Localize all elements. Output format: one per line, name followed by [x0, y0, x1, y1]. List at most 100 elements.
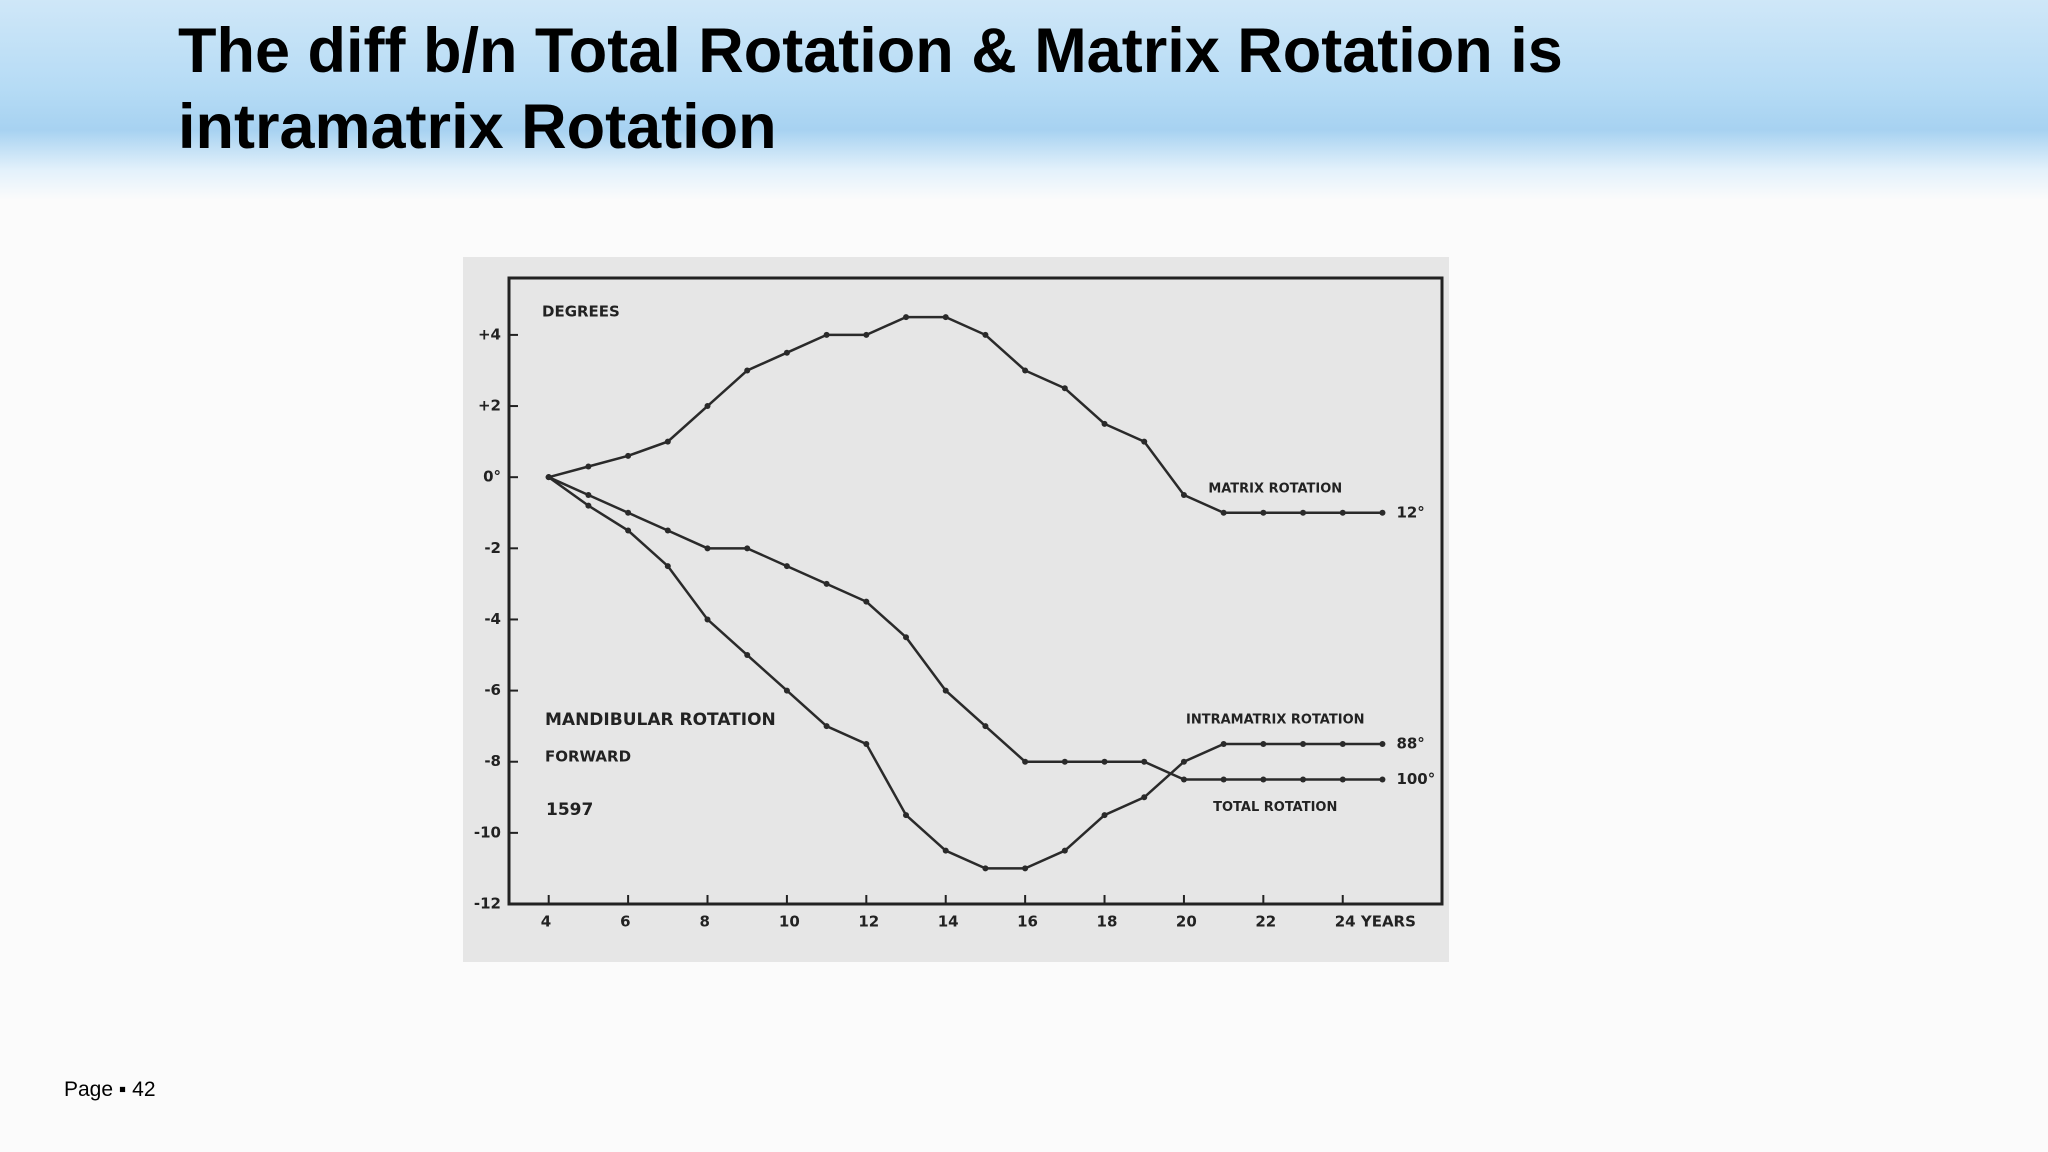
end-label: 100° — [1396, 770, 1435, 788]
point — [1339, 776, 1346, 783]
series-line — [548, 476, 1383, 781]
point — [863, 598, 870, 605]
series-label: MATRIX ROTATION — [1208, 481, 1342, 496]
title-line: intramatrix Rotation — [178, 92, 777, 162]
y-tick-label: -4 — [484, 610, 501, 628]
point — [1101, 812, 1108, 819]
point — [1180, 491, 1187, 498]
point — [664, 563, 671, 570]
page-number: Page ▪ 42 — [64, 1078, 156, 1101]
y-tick-label: 0° — [483, 468, 501, 486]
series-label: TOTAL ROTATION — [1213, 800, 1337, 815]
point — [625, 527, 632, 534]
point — [1300, 509, 1307, 516]
point — [664, 527, 671, 534]
point — [982, 723, 989, 730]
point — [903, 314, 910, 321]
point — [823, 580, 830, 587]
point — [1061, 758, 1068, 765]
point — [942, 314, 949, 321]
point — [744, 652, 751, 659]
annotation: FORWARD — [545, 748, 631, 766]
point — [1260, 740, 1267, 747]
point — [1339, 509, 1346, 516]
point — [863, 740, 870, 747]
x-tick-label: 16 — [1017, 913, 1038, 931]
plot-frame — [507, 276, 1444, 906]
point — [903, 634, 910, 641]
x-tick-label: 6 — [620, 913, 630, 931]
point — [1022, 865, 1029, 872]
point — [585, 463, 592, 470]
point — [982, 331, 989, 338]
point — [982, 865, 989, 872]
point — [1379, 776, 1386, 783]
x-tick-label: 22 — [1255, 913, 1276, 931]
point — [1022, 367, 1029, 374]
point — [1339, 740, 1346, 747]
y-tick-label: +4 — [478, 325, 501, 343]
y-tick-label: -10 — [474, 823, 501, 841]
x-tick-label: 4 — [541, 913, 551, 931]
point — [1180, 776, 1187, 783]
y-tick-label: +2 — [478, 397, 501, 415]
end-label: 88° — [1396, 734, 1424, 752]
x-tick-label: 14 — [938, 913, 959, 931]
point — [625, 509, 632, 516]
point — [585, 502, 592, 509]
point — [1220, 740, 1227, 747]
point — [1101, 420, 1108, 427]
point — [1141, 794, 1148, 801]
point — [823, 723, 830, 730]
y-tick-label: -6 — [484, 681, 501, 699]
point — [942, 847, 949, 854]
point — [1300, 776, 1307, 783]
point — [1220, 509, 1227, 516]
point — [1101, 758, 1108, 765]
x-tick-label: 10 — [779, 913, 800, 931]
point — [1379, 740, 1386, 747]
point — [1141, 438, 1148, 445]
x-tick-label: 12 — [858, 913, 879, 931]
point — [783, 563, 790, 570]
header-band — [0, 0, 2048, 200]
point — [1260, 509, 1267, 516]
series-line — [548, 315, 1383, 514]
y-tick-label: -12 — [474, 895, 501, 913]
point — [1061, 385, 1068, 392]
point — [1300, 740, 1307, 747]
y-tick-label: -2 — [484, 539, 501, 557]
point — [823, 331, 830, 338]
point — [1061, 847, 1068, 854]
point — [664, 438, 671, 445]
annotation: 1597 — [546, 800, 593, 820]
point — [704, 403, 711, 410]
point — [704, 616, 711, 623]
title-line: The diff b/n Total Rotation & Matrix Rot… — [178, 16, 1563, 86]
point — [744, 367, 751, 374]
y-axis-label: DEGREES — [542, 303, 620, 321]
series-label: INTRAMATRIX ROTATION — [1186, 712, 1365, 727]
point — [1180, 758, 1187, 765]
point — [625, 452, 632, 459]
point — [903, 812, 910, 819]
point — [545, 474, 552, 481]
annotation: MANDIBULAR ROTATION — [545, 710, 776, 730]
x-tick-label: 20 — [1176, 913, 1197, 931]
point — [744, 545, 751, 552]
point — [704, 545, 711, 552]
x-tick-label: 24 YEARS — [1335, 913, 1416, 931]
point — [1022, 758, 1029, 765]
point — [1220, 776, 1227, 783]
x-tick-label: 8 — [700, 913, 710, 931]
point — [1260, 776, 1267, 783]
series-line — [547, 476, 1383, 870]
point — [942, 687, 949, 694]
y-tick-label: -8 — [484, 752, 501, 770]
point — [585, 491, 592, 498]
scan-background — [463, 257, 1449, 962]
point — [863, 331, 870, 338]
end-label: 12° — [1396, 503, 1424, 521]
x-tick-label: 18 — [1097, 913, 1118, 931]
